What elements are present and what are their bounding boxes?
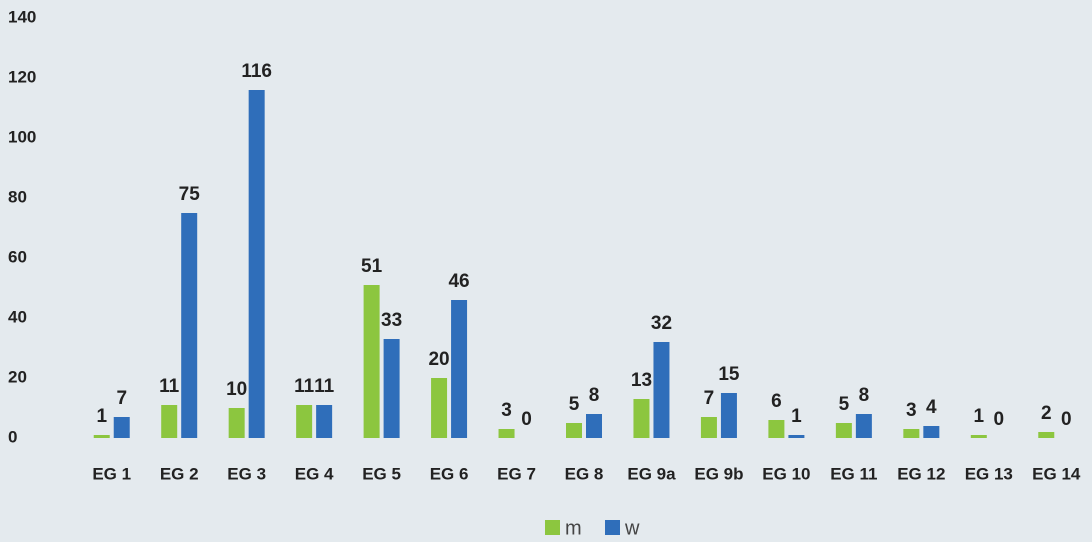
bar — [768, 420, 785, 438]
bar — [700, 417, 717, 438]
bar — [431, 378, 448, 438]
value-label: 7 — [116, 388, 127, 409]
y-tick-label: 40 — [8, 307, 27, 326]
y-tick-label: 100 — [8, 127, 36, 146]
legend-swatch — [545, 520, 560, 535]
legend-label: w — [624, 517, 640, 539]
value-label: 3 — [501, 400, 512, 421]
value-label: 75 — [179, 184, 201, 205]
bar — [498, 429, 515, 438]
x-tick-label: EG 9b — [694, 464, 743, 483]
value-label: 3 — [906, 400, 917, 421]
bar — [316, 405, 333, 438]
bar — [296, 405, 313, 438]
bar — [248, 90, 265, 438]
x-tick-label: EG 10 — [762, 464, 810, 483]
value-label: 1 — [974, 406, 985, 427]
x-tick-label: EG 3 — [227, 464, 266, 483]
bar — [633, 399, 650, 438]
bar — [113, 417, 130, 438]
bar — [1038, 432, 1055, 438]
bar — [923, 426, 940, 438]
bar — [363, 285, 380, 438]
value-label: 13 — [631, 370, 652, 391]
value-label: 0 — [521, 409, 532, 430]
x-tick-label: EG 2 — [160, 464, 199, 483]
bar — [788, 435, 805, 438]
value-label: 116 — [241, 61, 272, 82]
bar — [93, 435, 110, 438]
y-tick-label: 140 — [8, 7, 36, 26]
value-label: 11 — [159, 376, 180, 397]
x-tick-label: EG 6 — [430, 464, 469, 483]
value-label: 4 — [926, 397, 937, 418]
value-label: 1 — [791, 406, 802, 427]
value-label: 33 — [381, 310, 402, 331]
value-label: 0 — [1061, 409, 1072, 430]
bar — [451, 300, 468, 438]
value-label: 20 — [428, 349, 449, 370]
value-label: 2 — [1041, 403, 1052, 424]
bar — [383, 339, 400, 438]
bar — [161, 405, 178, 438]
x-tick-label: EG 1 — [92, 464, 131, 483]
x-tick-label: EG 4 — [295, 464, 334, 483]
bar — [720, 393, 737, 438]
bar — [903, 429, 920, 438]
value-label: 0 — [994, 409, 1005, 430]
y-tick-label: 0 — [8, 427, 17, 446]
bar — [586, 414, 602, 438]
value-label: 5 — [569, 394, 580, 415]
value-label: 5 — [839, 394, 850, 415]
bar — [181, 213, 198, 438]
y-tick-label: 20 — [8, 367, 27, 386]
value-label: 51 — [361, 256, 383, 277]
value-label: 8 — [859, 385, 870, 406]
bar — [855, 414, 872, 438]
x-tick-label: EG 11 — [830, 464, 877, 483]
y-tick-label: 120 — [8, 67, 36, 86]
bar — [970, 435, 987, 438]
y-tick-label: 80 — [8, 187, 27, 206]
x-tick-label: EG 14 — [1032, 464, 1081, 483]
legend-label: m — [565, 517, 582, 539]
x-tick-label: EG 13 — [965, 464, 1013, 483]
value-label: 1 — [96, 406, 107, 427]
bar — [653, 342, 670, 438]
value-label: 11 — [314, 376, 335, 397]
legend-swatch — [605, 520, 620, 535]
value-label: 32 — [651, 313, 672, 334]
y-tick-label: 60 — [8, 247, 27, 266]
value-label: 6 — [771, 391, 782, 412]
x-tick-label: EG 12 — [897, 464, 945, 483]
x-tick-label: EG 7 — [497, 464, 536, 483]
value-label: 8 — [589, 385, 600, 406]
bar — [228, 408, 245, 438]
x-tick-label: EG 8 — [565, 464, 604, 483]
value-label: 10 — [226, 379, 247, 400]
bar — [566, 423, 582, 438]
value-label: 15 — [718, 364, 740, 385]
value-label: 46 — [448, 271, 469, 292]
value-label: 11 — [294, 376, 315, 397]
x-tick-label: EG 5 — [362, 464, 401, 483]
x-tick-label: EG 9a — [627, 464, 676, 483]
bar — [835, 423, 852, 438]
value-label: 7 — [704, 388, 715, 409]
